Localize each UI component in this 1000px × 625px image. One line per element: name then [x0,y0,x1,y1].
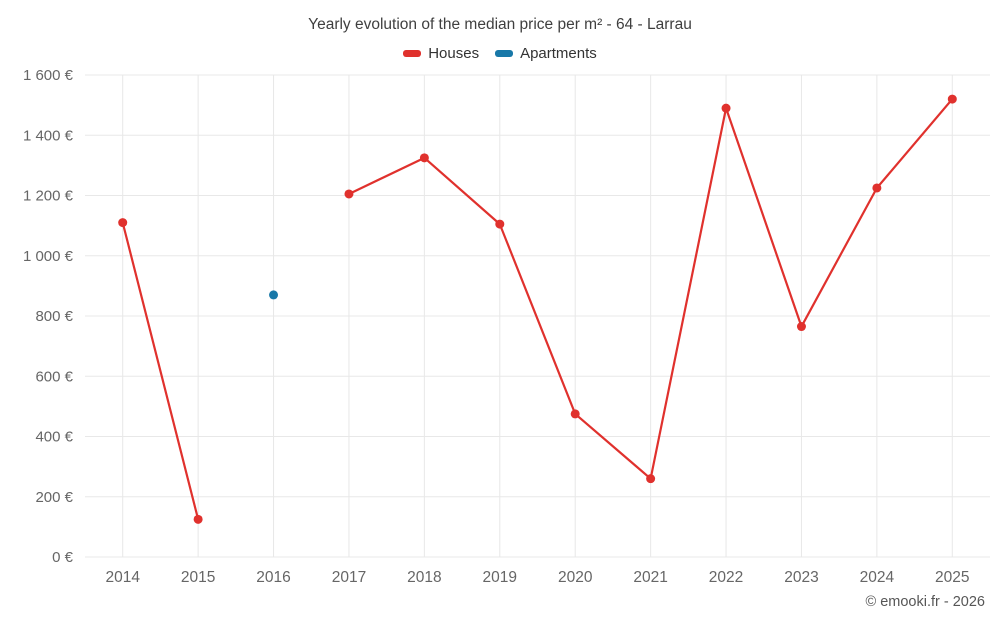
data-point-houses-2025[interactable] [947,94,957,104]
x-axis-labels: 2014 2015 2016 2017 2018 2019 2020 2021 2022 2023… [105,569,969,586]
series-apartments [269,290,279,300]
legend-label-houses: Houses [428,45,480,62]
x-tick-label: 2021 [633,569,667,586]
y-tick-label: 1 600 € [23,67,74,84]
x-tick-label: 2016 [256,569,290,586]
legend: Houses Apartments [0,45,1000,62]
watermark-credit[interactable]: © emooki.fr - 2026 [865,594,985,610]
x-tick-label: 2020 [558,569,593,586]
x-tick-label: 2015 [181,569,215,586]
y-tick-label: 0 € [52,549,74,566]
y-tick-label: 800 € [35,308,73,325]
chart-title: Yearly evolution of the median price per… [308,16,692,33]
y-axis-labels: 0 € 200 € 400 € 600 € 800 € 1 000 € 1 200 € 1 4… [23,67,74,566]
legend-item-apartments[interactable]: Apartments [495,45,597,62]
x-tick-label: 2017 [332,569,366,586]
y-tick-label: 1 000 € [23,248,74,265]
data-point-houses-2023[interactable] [796,322,806,332]
x-tick-label: 2024 [860,569,895,586]
data-point-houses-2021[interactable] [646,474,656,484]
legend-item-houses[interactable]: Houses [403,45,479,62]
series-line-houses [121,221,200,521]
y-tick-label: 400 € [35,429,73,446]
data-point-houses-2015[interactable] [193,514,203,524]
data-point-houses-2022[interactable] [721,103,731,113]
y-tick-label: 1 400 € [23,127,74,144]
data-point-houses-2020[interactable] [570,409,580,419]
y-tick-label: 1 200 € [23,188,74,205]
x-tick-label: 2023 [784,569,818,586]
gridlines [85,74,990,558]
y-tick-label: 600 € [35,368,73,385]
houses-legend-marker-icon [403,50,422,57]
data-point-houses-2017[interactable] [344,189,354,199]
x-tick-label: 2014 [105,569,140,586]
x-tick-label: 2018 [407,569,441,586]
data-point-houses-2019[interactable] [495,219,505,229]
legend-label-apartments: Apartments [520,45,597,62]
data-point-houses-2018[interactable] [419,153,429,163]
x-tick-label: 2019 [483,569,517,586]
y-tick-label: 200 € [35,489,73,506]
x-tick-label: 2022 [709,569,743,586]
data-point-houses-2024[interactable] [872,183,882,193]
apartments-legend-marker-icon [495,50,514,57]
data-point-houses-2014[interactable] [118,218,128,228]
x-tick-label: 2025 [935,569,969,586]
series-houses [118,94,957,524]
data-point-apartments-2016[interactable] [269,290,279,300]
